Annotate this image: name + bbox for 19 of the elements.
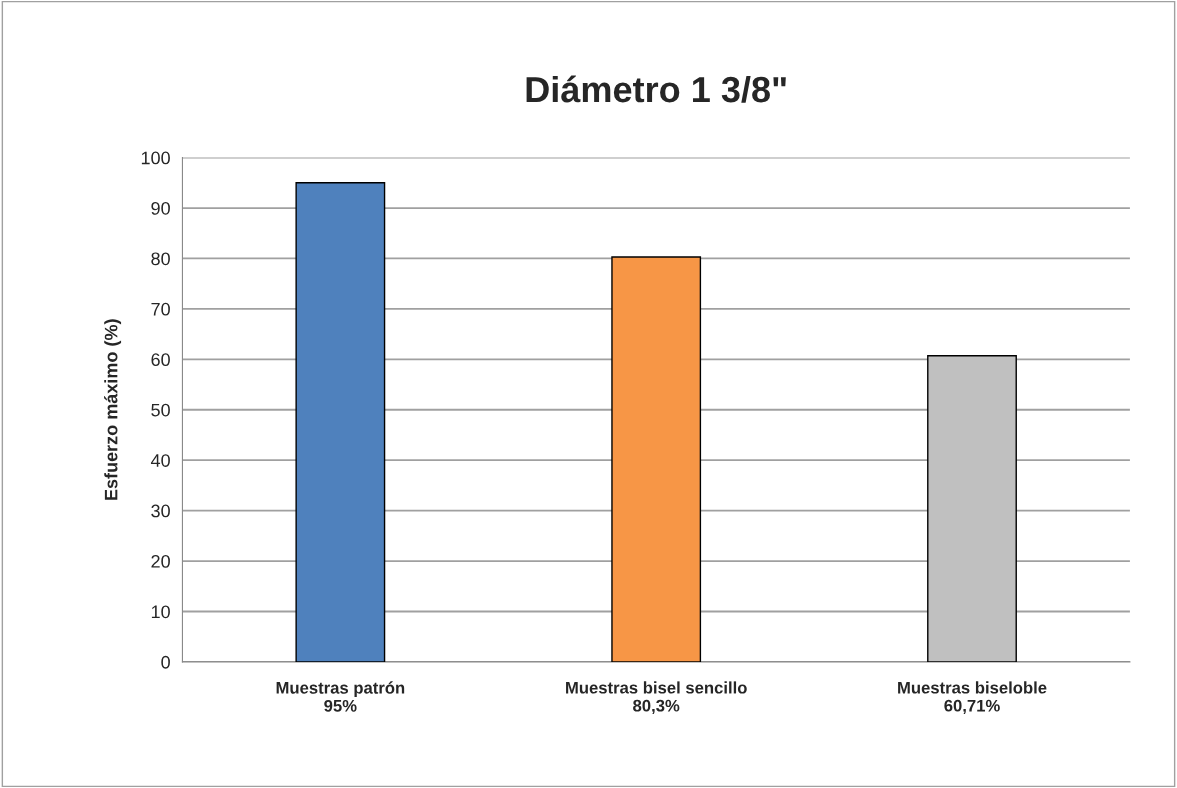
y-tick-label: 50 (151, 403, 170, 417)
y-tick-label: 80 (151, 252, 170, 266)
y-tick-label: 20 (151, 554, 170, 568)
y-tick-label: 90 (151, 201, 170, 215)
x-tick-label: Muestras biseloble 60,71% (898, 681, 1047, 714)
bar (611, 256, 702, 662)
y-tick-label: 70 (151, 302, 170, 316)
x-tick-label: Muestras bisel sencillo 80,3% (566, 681, 747, 714)
y-tick-label: 10 (151, 605, 170, 619)
chart-title: Diámetro 1 3/8" (526, 75, 786, 103)
x-tick-label: Muestras patrón 95% (276, 681, 405, 712)
y-axis-title: Esfuerzo máximo (%) (104, 319, 122, 500)
bar (927, 355, 1017, 662)
y-tick-label: 40 (150, 454, 170, 467)
y-tick-label: 100 (141, 151, 170, 165)
y-tick-label: 0 (161, 655, 170, 669)
bar (295, 182, 386, 662)
y-tick-label: 30 (151, 504, 170, 518)
y-tick-label: 60 (151, 353, 170, 367)
